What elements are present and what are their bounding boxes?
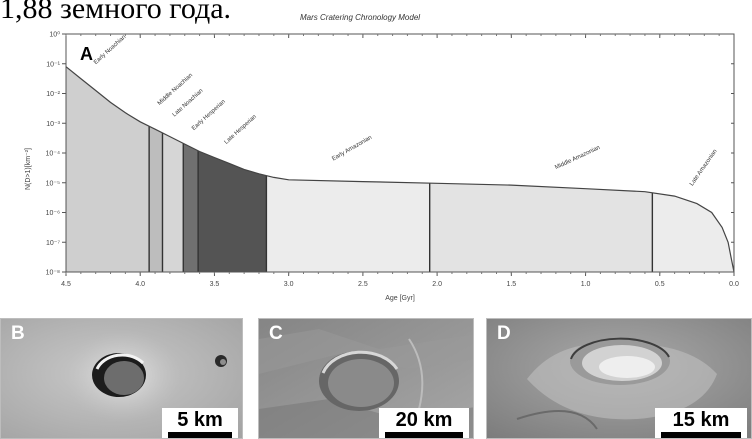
period-fills: [66, 66, 734, 272]
period-label-0: Early Noachian: [93, 34, 127, 66]
x-tick-label-2: 3.5: [210, 281, 220, 288]
period-label-6: Middle Amazonian: [554, 145, 601, 171]
scale-line-b: [168, 432, 232, 438]
period-fill-0: [66, 66, 150, 272]
chronology-curve-group: [65, 66, 735, 273]
period-fill-4: [198, 150, 267, 272]
y-tick-label-4: 10⁻⁴: [46, 151, 61, 158]
scale-line-d: [661, 432, 741, 438]
x-tick-label-4: 2.5: [358, 281, 368, 288]
x-tick-label-9: 0.0: [729, 281, 739, 288]
period-label-5: Early Amazonian: [331, 135, 373, 163]
period-fill-5: [266, 175, 430, 272]
chart-title: Mars Cratering Chronology Model: [300, 13, 421, 22]
chronology-curve: [65, 66, 735, 273]
period-fill-1: [149, 126, 163, 272]
x-tick-label-8: 0.5: [655, 281, 665, 288]
y-tick-label-0: 10⁰: [49, 31, 60, 39]
caption-fragment: 1,88 земного года.: [0, 0, 232, 25]
scale-bar-d: 15 km: [655, 408, 747, 438]
y-tick-label-1: 10⁻¹: [46, 61, 60, 68]
y-tick-label-3: 10⁻³: [46, 121, 60, 128]
scale-label-b: 5 km: [177, 409, 223, 431]
panel-letter-b: B: [11, 323, 25, 344]
panel-c-crater-image: C 20 km: [258, 318, 474, 439]
panel-letter-d: D: [497, 323, 511, 344]
period-fill-6: [429, 183, 653, 272]
x-tick-label-1: 4.0: [135, 281, 145, 288]
period-label-4: Late Hesperian: [224, 114, 258, 146]
period-fill-7: [652, 192, 734, 272]
y-tick-label-6: 10⁻⁶: [46, 210, 60, 217]
y-tick-label-5: 10⁻⁵: [46, 180, 60, 187]
period-boundaries: [148, 126, 654, 272]
period-label-7: Late Amazonian: [689, 149, 719, 188]
scale-label-d: 15 km: [672, 409, 730, 431]
x-tick-label-3: 3.0: [284, 281, 294, 288]
period-label-3: Early Hesperian: [191, 99, 227, 132]
y-tick-label-8: 10⁻⁸: [46, 270, 60, 277]
x-tick-label-7: 1.0: [581, 281, 591, 288]
y-tick-label-2: 10⁻²: [46, 91, 60, 98]
cratering-chronology-chart: 4.5 4.0 3.5 3.0 2.5 2.0 1.5 1.0 0.5 0.0 10⁰ 10⁻¹ 10⁻…: [25, 31, 739, 303]
panel-b-crater-image: B 5 km: [0, 318, 243, 439]
period-fill-2: [162, 132, 184, 272]
panel-letter-a: A: [80, 44, 93, 64]
scale-bar-b: 5 km: [162, 408, 238, 438]
x-tick-label-5: 2.0: [432, 281, 442, 288]
x-axis-label: Age [Gyr]: [385, 295, 415, 302]
y-axis-label: N(D>1)[km⁻²]: [25, 148, 32, 190]
scale-bar-c: 20 km: [379, 408, 469, 438]
x-tick-label-6: 1.5: [506, 281, 516, 288]
tick-marks: 4.5 4.0 3.5 3.0 2.5 2.0 1.5 1.0 0.5 0.0 10⁰ 10⁻¹ 10⁻…: [46, 31, 739, 289]
y-tick-label-7: 10⁻⁷: [46, 240, 60, 247]
period-fill-3: [183, 143, 199, 272]
panel-d-crater-image: D 15 km: [486, 318, 752, 439]
scale-label-c: 20 km: [395, 409, 453, 431]
x-tick-label-0: 4.5: [61, 281, 71, 288]
scale-line-c: [385, 432, 463, 438]
panel-letter-c: C: [269, 323, 283, 344]
